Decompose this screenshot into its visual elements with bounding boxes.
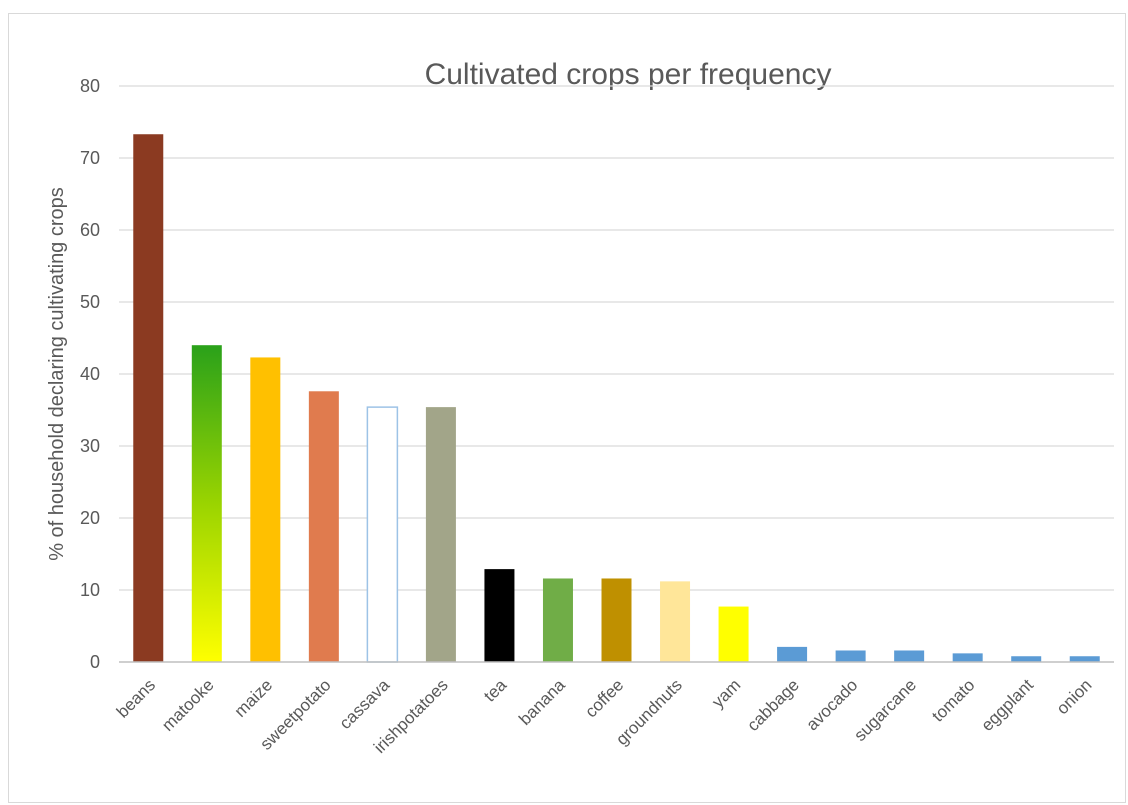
bar-tea [484, 569, 515, 662]
bars [133, 134, 1100, 663]
bar-onion [1069, 656, 1100, 662]
bar-yam [718, 606, 749, 662]
x-tick-label: matooke [158, 675, 218, 735]
bar-sugarcane [894, 650, 925, 662]
x-tick-label: eggplant [977, 675, 1037, 735]
bar-banana [542, 578, 573, 662]
bar-sweetpotato [308, 391, 339, 662]
y-tick-label: 30 [80, 436, 100, 456]
x-tick-label: beans [113, 675, 159, 721]
y-tick-label: 20 [80, 508, 100, 528]
y-axis-ticks: 0 10 20 30 40 50 60 70 80 [80, 76, 100, 672]
x-tick-label: onion [1053, 675, 1096, 718]
y-tick-label: 0 [90, 652, 100, 672]
x-tick-label: avocado [803, 675, 862, 734]
bar-groundnuts [660, 581, 691, 662]
y-tick-label: 10 [80, 580, 100, 600]
x-tick-label: tea [480, 675, 511, 706]
x-tick-label: cassava [336, 675, 394, 733]
x-tick-label: cabbage [743, 675, 803, 735]
y-axis-label: % of household declaring cultivating cro… [46, 187, 68, 561]
y-tick-label: 50 [80, 292, 100, 312]
x-tick-label: coffee [581, 675, 627, 721]
y-tick-label: 80 [80, 76, 100, 96]
bar-cabbage [777, 646, 808, 662]
bar-tomato [952, 653, 983, 662]
gridlines [119, 85, 1114, 591]
x-tick-label: yam [708, 675, 744, 711]
x-tick-label: maize [231, 675, 277, 721]
bar-eggplant [1011, 656, 1042, 662]
y-tick-label: 70 [80, 148, 100, 168]
y-tick-label: 60 [80, 220, 100, 240]
bar-coffee [601, 578, 632, 662]
x-tick-label: sugarcane [850, 675, 920, 745]
bar-cassava [366, 406, 399, 663]
bar-matooke [191, 345, 222, 662]
bar-irishpotatoes [425, 407, 456, 662]
y-tick-label: 40 [80, 364, 100, 384]
bar-maize [250, 357, 281, 662]
x-tick-label: tomato [928, 675, 978, 725]
bar-beans [133, 134, 164, 663]
bar-avocado [835, 650, 866, 662]
x-tick-label: banana [515, 675, 569, 729]
